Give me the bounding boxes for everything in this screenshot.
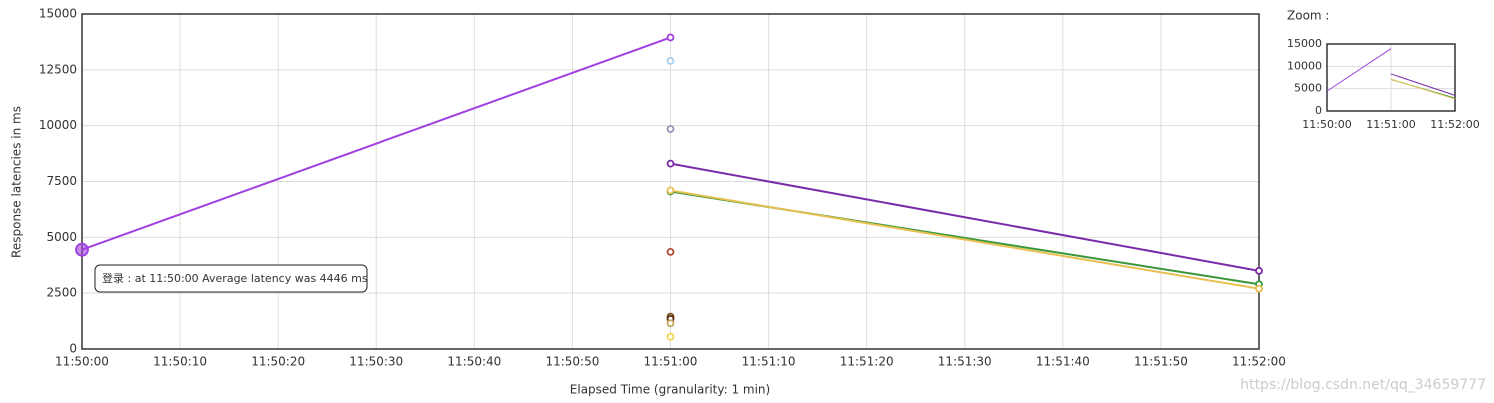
x-tick-label: 11:50:40: [447, 355, 501, 369]
x-tick-label: 11:50:50: [545, 355, 599, 369]
plot-frame: [81, 13, 1260, 350]
data-point: [666, 186, 675, 195]
tooltip-box: [94, 264, 368, 293]
series-line: [670, 162, 1260, 272]
data-point: [1255, 284, 1263, 293]
x-tick-label: 11:50:20: [251, 355, 305, 369]
series-line: [1390, 73, 1456, 96]
data-point: [666, 33, 675, 42]
y-axis-label: Response latencies in ms: [10, 106, 24, 258]
x-axis-label: Elapsed Time (granularity: 1 min): [570, 383, 770, 397]
series-line: [670, 189, 1260, 290]
data-point: [75, 242, 89, 257]
x-tick-label: 11:50:30: [349, 355, 403, 369]
y-tick-label: 10000: [39, 118, 77, 132]
y-tick-label: 5000: [1294, 82, 1322, 95]
x-tick-label: 11:51:20: [840, 355, 894, 369]
y-tick-label: 0: [1315, 104, 1322, 117]
data-point: [666, 319, 675, 328]
zoom-title: Zoom :: [1287, 9, 1329, 23]
x-tick-label: 11:50:00: [55, 355, 109, 369]
x-tick-label: 11:51:00: [1366, 118, 1415, 131]
series-line: [81, 36, 671, 251]
x-tick-label: 11:51:40: [1036, 355, 1090, 369]
x-tick-label: 11:51:50: [1134, 355, 1188, 369]
data-point: [666, 125, 675, 133]
y-tick-label: 15000: [39, 7, 77, 21]
x-tick-label: 11:52:00: [1430, 118, 1479, 131]
x-tick-label: 11:50:00: [1302, 118, 1351, 131]
y-tick-label: 12500: [39, 62, 77, 76]
x-tick-label: 11:51:10: [742, 355, 796, 369]
data-point: [666, 57, 675, 65]
data-point: [666, 247, 675, 256]
y-tick-label: 2500: [46, 286, 77, 300]
series-line: [1390, 78, 1456, 100]
x-tick-label: 11:50:10: [153, 355, 207, 369]
x-tick-label: 11:52:00: [1232, 355, 1286, 369]
y-tick-label: 7500: [46, 174, 77, 188]
x-tick-label: 11:51:30: [938, 355, 992, 369]
watermark: https://blog.csdn.net/qq_34659777: [1240, 377, 1486, 393]
series-line: [1326, 48, 1392, 92]
y-tick-label: 5000: [46, 230, 77, 244]
x-tick-label: 11:51:00: [644, 355, 698, 369]
y-tick-label: 15000: [1287, 37, 1322, 50]
data-point: [1255, 266, 1263, 275]
tooltip: 登录 : at 11:50:00 Average latency was 444…: [102, 271, 368, 285]
plot-frame: [1326, 43, 1456, 112]
data-point: [666, 159, 675, 168]
y-tick-label: 10000: [1287, 59, 1322, 72]
data-point: [666, 332, 675, 341]
y-tick-label: 0: [69, 342, 77, 356]
